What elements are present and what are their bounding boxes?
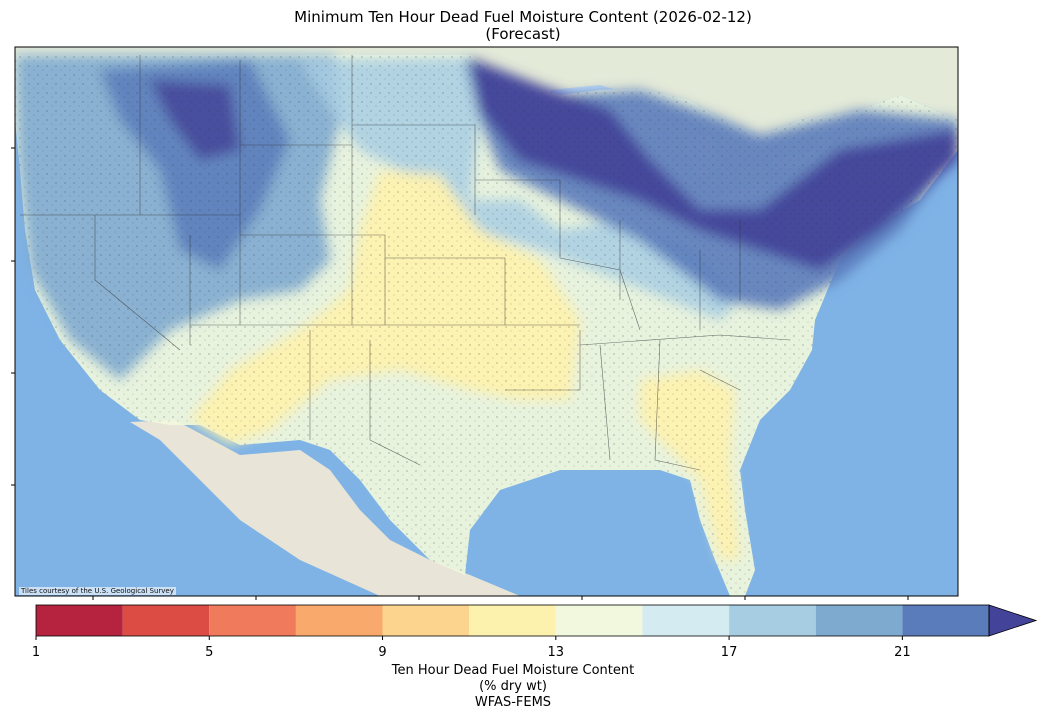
colorbar-tick-label-4: 17 [720, 645, 738, 660]
colorbar-bin-1 [122, 605, 210, 636]
colorbar [35, 604, 1038, 640]
colorbar-bin-3 [295, 605, 383, 636]
colorbar-tick-label-1: 5 [205, 645, 214, 660]
chart-title: Minimum Ten Hour Dead Fuel Moisture Cont… [294, 8, 752, 26]
map-credit: Tiles courtesy of the U.S. Geological Su… [19, 587, 176, 595]
mexico-land [130, 420, 520, 596]
colorbar-tick-label-3: 13 [547, 645, 565, 660]
colorbar-bin-9 [815, 605, 903, 636]
colorbar-bin-4 [382, 605, 470, 636]
colorbar-tick-label-5: 21 [894, 645, 911, 660]
chart-subtitle: (Forecast) [485, 25, 561, 43]
colorbar-bin-6 [555, 605, 643, 636]
colorbar-bin-2 [209, 605, 296, 636]
colorbar-extend-arrow [988, 604, 1038, 637]
colorbar-tick-label-0: 1 [31, 645, 41, 660]
map-panel [15, 47, 958, 596]
colorbar-bin-0 [36, 605, 123, 636]
colorbar-tick-label-2: 9 [378, 645, 387, 660]
colorbar-bin-10 [902, 605, 989, 636]
colorbar-bin-8 [729, 605, 816, 636]
canada-land [15, 47, 958, 135]
colorbar-label: Ten Hour Dead Fuel Moisture Content [391, 663, 635, 678]
colorbar-bin-5 [469, 605, 556, 636]
map-axis-ticks [11, 147, 909, 600]
state-boundaries [20, 55, 791, 471]
colorbar-source: WFAS-FEMS [474, 695, 552, 710]
map-frame [14, 46, 959, 597]
colorbar-frame [35, 604, 990, 637]
colorbar-units: (% dry wt) [479, 679, 547, 694]
colorbar-bin-7 [642, 605, 730, 636]
